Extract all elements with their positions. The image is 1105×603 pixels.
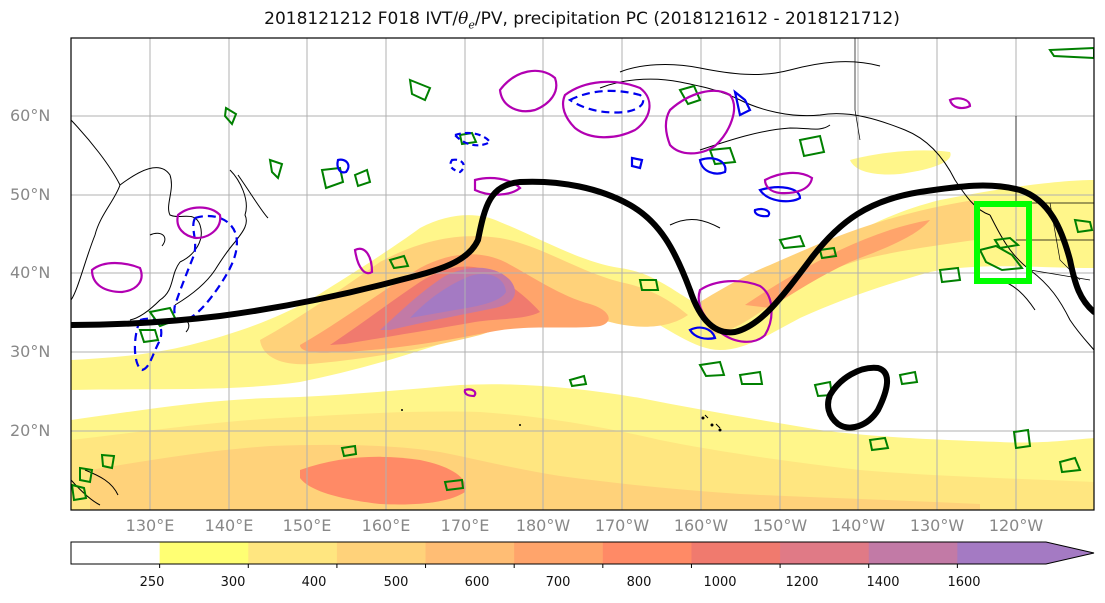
colorbar-tick: 700 [545, 575, 571, 590]
map-title: 2018121212 F018 IVT/θe/PV, precipitation… [264, 9, 900, 32]
lon-label-140e: 140°E [204, 516, 254, 535]
map-frame [70, 37, 1095, 511]
lat-label-60: 60°N [10, 106, 51, 125]
lon-label-160e: 160°E [361, 516, 411, 535]
colorbar-cell [957, 542, 1047, 564]
colorbar-cell [159, 542, 249, 564]
lon-label-140w: 140°W [830, 516, 886, 535]
colorbar [70, 541, 1095, 568]
colorbar-cell [868, 542, 958, 564]
lon-label-130w: 130°W [909, 516, 965, 535]
lon-label-160w: 160°W [673, 516, 729, 535]
colorbar-tick: 400 [301, 575, 327, 590]
colorbar-cell [514, 542, 604, 564]
colorbar-cell [602, 542, 692, 564]
colorbar-cell [336, 542, 427, 564]
map-panel [70, 37, 1095, 511]
colorbar-tick: 600 [464, 575, 490, 590]
lon-label-150w: 150°W [752, 516, 808, 535]
colorbar-cell [248, 542, 338, 564]
colorbar-cell [425, 542, 515, 564]
colorbar-cell [780, 542, 870, 564]
colorbar-tick: 1600 [947, 575, 981, 590]
lat-label-30: 30°N [10, 342, 51, 361]
ivt-shading [71, 150, 1094, 510]
colorbar-tick: 300 [220, 575, 246, 590]
highlight-box [974, 201, 1032, 284]
lon-label-130e: 130°E [125, 516, 175, 535]
lon-label-150e: 150°E [282, 516, 332, 535]
colorbar-cell [71, 542, 161, 564]
lat-label-20: 20°N [10, 421, 51, 440]
colorbar-cell [691, 542, 781, 564]
colorbar-tick: 1400 [866, 575, 900, 590]
islands [401, 409, 722, 432]
lon-label-170e: 170°E [440, 516, 490, 535]
colorbar-tick: 800 [626, 575, 652, 590]
lon-label-180w: 180°W [515, 516, 571, 535]
colorbar-tick: 1000 [703, 575, 737, 590]
colorbar-tick: 250 [139, 575, 165, 590]
gridlines [71, 38, 1094, 510]
colorbar-tick: 1200 [785, 575, 819, 590]
colorbar-outline [70, 541, 1095, 565]
lat-label-40: 40°N [10, 263, 51, 282]
black-contours [71, 178, 1094, 431]
colorbar-extend-arrow [1046, 542, 1094, 564]
lat-label-50: 50°N [10, 185, 51, 204]
lon-label-120w: 120°W [988, 516, 1044, 535]
colorbar-tick: 500 [383, 575, 409, 590]
lon-label-170w: 170°W [594, 516, 650, 535]
